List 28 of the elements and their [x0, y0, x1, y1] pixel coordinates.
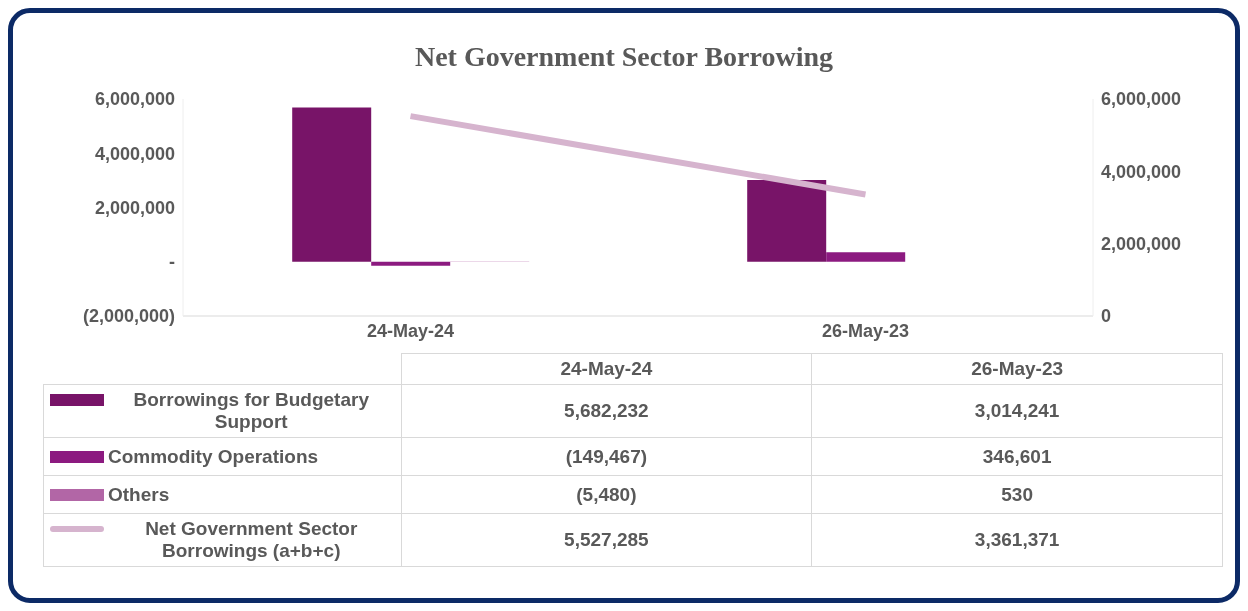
- y-tick-label: 6,000,000: [94, 89, 175, 110]
- category-label: 26-May-23: [971, 358, 1064, 379]
- data-label: 346,601: [811, 437, 1223, 476]
- y2-tick-label: 0: [1101, 306, 1112, 327]
- legend-label: Borrowings for Budgetary Support: [132, 389, 370, 433]
- category-label: 24-May-24: [560, 358, 653, 379]
- y2-tick-label: 6,000,000: [1101, 89, 1182, 110]
- data-label: 3,014,241: [811, 384, 1223, 438]
- data-label: (149,467): [401, 437, 812, 476]
- data-label: 530: [811, 475, 1223, 514]
- bar: [826, 252, 906, 262]
- legend-label: Net Government Sector Borrowings (a+b+c): [144, 518, 359, 562]
- y-tick-label: -: [169, 252, 175, 273]
- bar: [371, 261, 451, 266]
- bar: [292, 107, 372, 262]
- y2-tick-label: 4,000,000: [1101, 161, 1182, 182]
- data-label: 5,527,285: [401, 513, 812, 567]
- bar: [747, 179, 827, 262]
- y-tick-label: 4,000,000: [94, 143, 175, 164]
- data-label: (5,480): [401, 475, 812, 514]
- legend-label: Commodity Operations: [108, 445, 319, 468]
- data-label: 5,682,232: [401, 384, 812, 438]
- chart-title: Net Government Sector Borrowing: [413, 41, 835, 73]
- y-tick-label: (2,000,000): [82, 306, 175, 327]
- y-tick-label: 2,000,000: [94, 197, 175, 218]
- legend-label: Others: [108, 483, 170, 506]
- y2-tick-label: 2,000,000: [1101, 234, 1182, 255]
- data-label: 3,361,371: [811, 513, 1223, 567]
